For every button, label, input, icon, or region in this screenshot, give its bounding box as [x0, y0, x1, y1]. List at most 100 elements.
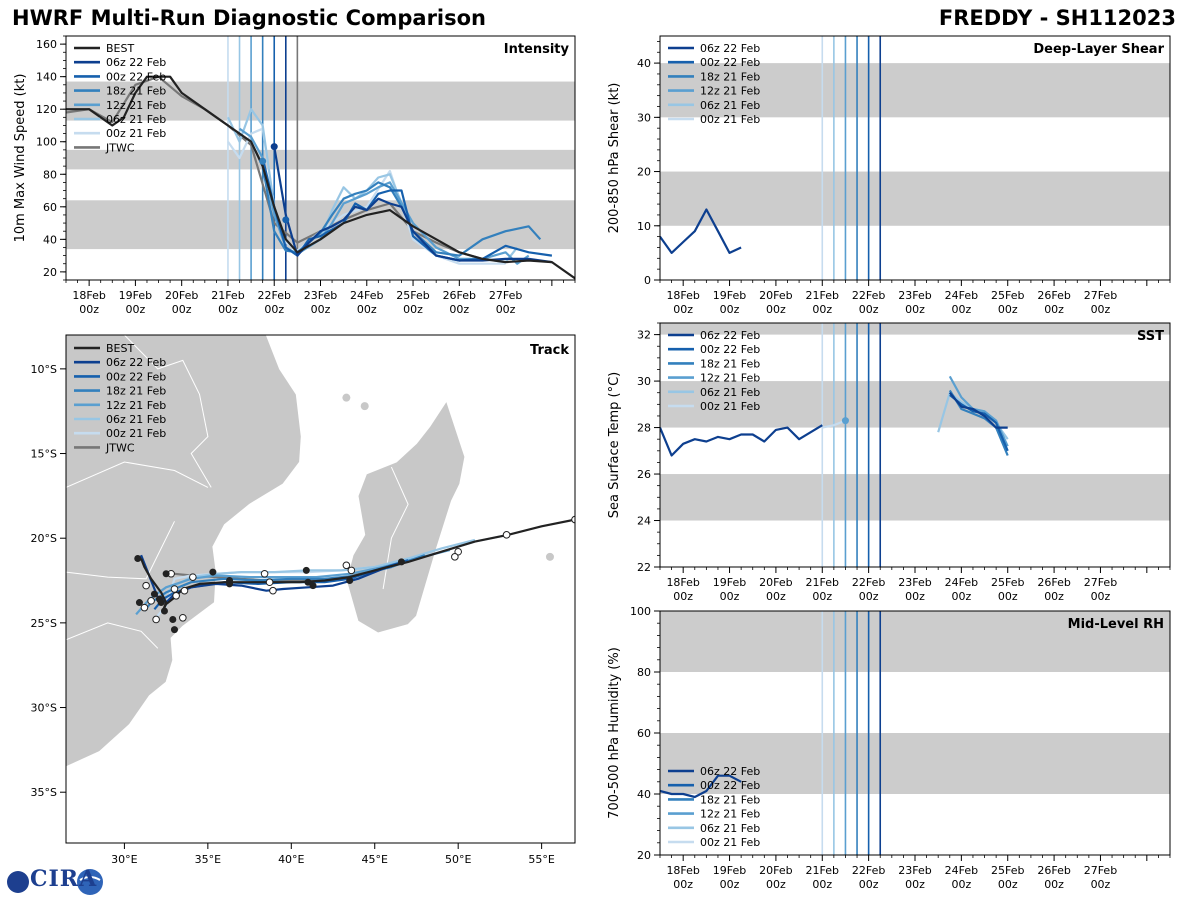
intensity-ylabel: 10m Max Wind Speed (kt) [13, 74, 28, 243]
rh-legend-label: 00z 22 Feb [700, 779, 760, 792]
shear-legend-label: 06z 21 Feb [700, 99, 760, 112]
track-title: Track [530, 343, 569, 358]
rh-ylabel: 700-500 hPa Humidity (%) [607, 647, 622, 819]
track-ytick-label: 20°S [31, 532, 57, 545]
shear-xtick-hour: 00z [905, 303, 925, 316]
track-ytick-label: 15°S [31, 448, 57, 461]
rh-legend-label: 18z 21 Feb [700, 793, 760, 806]
track-legend-label: JTWC [105, 441, 135, 454]
panel-intensity: 2040608010012014016018Feb00z19Feb00z20Fe… [13, 35, 576, 316]
shear-legend-label: 00z 21 Feb [700, 113, 760, 126]
shear-ytick-label: 20 [637, 166, 651, 179]
track-point-filled [209, 568, 217, 576]
sst-legend-label: 00z 21 Feb [700, 400, 760, 413]
intensity-legend-label: 00z 22 Feb [106, 70, 166, 83]
track-point-open [172, 591, 180, 600]
intensity-xtick-label: 20Feb [165, 289, 198, 302]
sst-xtick-label: 18Feb [666, 576, 699, 589]
track-point-filled [160, 607, 168, 615]
rh-xtick-hour: 00z [812, 878, 832, 891]
rh-xtick-label: 26Feb [1037, 864, 1070, 877]
shear-xtick-hour: 00z [766, 303, 786, 316]
intensity-marker [270, 143, 278, 151]
rh-legend-label: 00z 21 Feb [700, 836, 760, 849]
rh-ytick-label: 80 [637, 666, 651, 679]
track-ytick-label: 10°S [31, 363, 57, 376]
intensity-band [66, 149, 575, 170]
sst-legend-label: 12z 21 Feb [700, 372, 760, 385]
track-point-open [347, 566, 356, 575]
intensity-plot-area [66, 36, 575, 280]
rh-ytick-label: 20 [637, 849, 651, 862]
sst-xtick-hour: 00z [859, 590, 879, 603]
track-xtick-label: 30°E [111, 853, 137, 866]
figure-title: HWRF Multi-Run Diagnostic Comparison [12, 6, 487, 30]
intensity-ytick-label: 60 [43, 201, 57, 214]
panel-rh: 2040608010018Feb00z19Feb00z20Feb00z21Feb… [607, 605, 1171, 891]
track-point-filled [226, 580, 234, 588]
track-xtick-label: 40°E [278, 853, 304, 866]
intensity-ytick-label: 140 [36, 71, 57, 84]
rh-xtick-hour: 00z [998, 878, 1018, 891]
intensity-xtick-label: 21Feb [211, 289, 244, 302]
track-point-open [179, 613, 187, 622]
sst-ytick-label: 32 [637, 329, 651, 342]
shear-legend-label: 06z 22 Feb [700, 42, 760, 55]
intensity-legend-label: BEST [106, 42, 134, 55]
sst-plot-area [660, 323, 1170, 567]
sst-title: SST [1137, 329, 1164, 344]
intensity-xtick-hour: 00z [449, 303, 469, 316]
intensity-xtick-hour: 00z [357, 303, 377, 316]
shear-ytick-label: 40 [637, 57, 651, 70]
sst-band [660, 323, 1170, 335]
track-legend-label: 12z 21 Feb [106, 399, 166, 412]
track-point-open [152, 615, 160, 624]
sst-xtick-label: 23Feb [898, 576, 931, 589]
intensity-xtick-hour: 00z [496, 303, 516, 316]
shear-xtick-hour: 00z [951, 303, 971, 316]
track-point-filled [162, 570, 170, 578]
track-ytick-label: 35°S [31, 786, 57, 799]
sst-band [660, 381, 1170, 428]
madagascar-land [345, 399, 466, 634]
intensity-ytick-label: 80 [43, 168, 57, 181]
track-point-open [180, 586, 189, 595]
track-point-open [170, 585, 179, 593]
track-point-open [142, 581, 150, 590]
rh-legend-label: 06z 22 Feb [700, 765, 760, 778]
sst-ylabel: Sea Surface Temp (°C) [607, 372, 622, 519]
track-point-open [342, 561, 351, 570]
rh-xtick-hour: 00z [766, 878, 786, 891]
sst-xtick-hour: 00z [951, 590, 971, 603]
intensity-ytick-label: 40 [43, 233, 57, 246]
sst-legend-label: 00z 22 Feb [700, 343, 760, 356]
sst-legend-label: 18z 21 Feb [700, 357, 760, 370]
rh-xtick-label: 20Feb [759, 864, 792, 877]
sst-xtick-label: 22Feb [852, 576, 885, 589]
sst-xtick-hour: 00z [1091, 590, 1111, 603]
shear-xtick-label: 24Feb [945, 289, 978, 302]
track-legend-label: 06z 21 Feb [106, 413, 166, 426]
rh-xtick-label: 23Feb [898, 864, 931, 877]
island-land [545, 552, 554, 561]
shear-xtick-label: 25Feb [991, 289, 1024, 302]
intensity-ytick-label: 160 [36, 38, 57, 51]
track-xtick-label: 45°E [362, 853, 388, 866]
rh-band [660, 733, 1170, 794]
rh-ytick-label: 60 [637, 727, 651, 740]
shear-xtick-label: 23Feb [898, 289, 931, 302]
track-point-open [147, 597, 155, 605]
track-ytick-label: 25°S [31, 617, 57, 630]
rh-xtick-hour: 00z [905, 878, 925, 891]
shear-xtick-label: 27Feb [1084, 289, 1117, 302]
border-line [124, 335, 212, 488]
track-legend-label: 18z 21 Feb [106, 385, 166, 398]
shear-xtick-label: 20Feb [759, 289, 792, 302]
shear-band [660, 63, 1170, 118]
sst-xtick-label: 26Feb [1037, 576, 1070, 589]
intensity-xtick-label: 23Feb [304, 289, 337, 302]
intensity-xtick-hour: 00z [403, 303, 423, 316]
sst-xtick-label: 21Feb [806, 576, 839, 589]
rh-legend-label: 12z 21 Feb [700, 808, 760, 821]
sst-xtick-label: 27Feb [1084, 576, 1117, 589]
